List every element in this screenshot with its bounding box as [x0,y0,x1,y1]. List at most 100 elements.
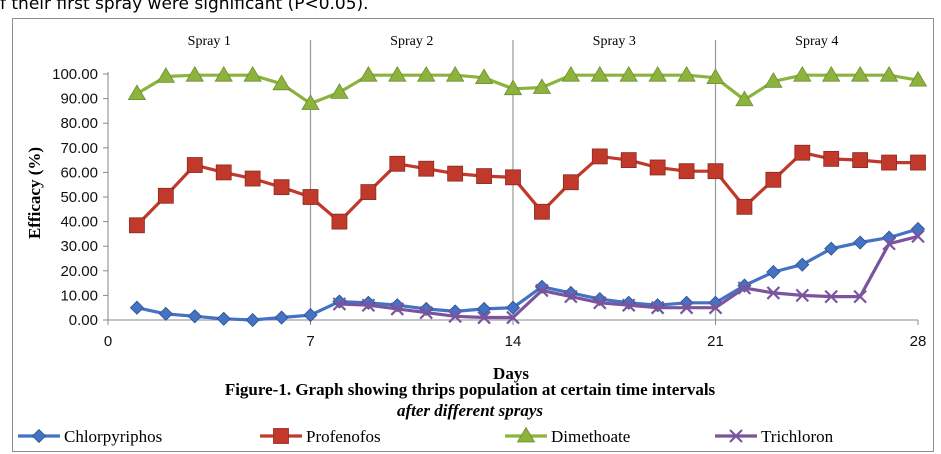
spray-label-4: Spray 4 [795,34,838,49]
x-tick-label-2: 14 [505,333,522,350]
chart-title: Figure-1. Graph showing thrips populatio… [225,380,716,399]
data-point-dimethoate-day-17 [590,65,609,82]
data-point-dimethoate-day-27 [879,65,899,82]
data-point-profenofos-day-15 [534,203,550,220]
data-point-profenofos-day-22 [736,198,753,215]
data-point-chlorpyriphos-day-13 [477,301,492,316]
data-point-profenofos-day-1 [129,217,145,234]
data-point-profenofos-day-7 [302,189,319,205]
legend-label-dimethoate: Dimethoate [551,427,630,446]
data-point-dimethoate-day-22 [735,90,754,107]
legend-marker-profenofos [273,428,289,444]
data-point-profenofos-day-14 [505,169,521,186]
data-point-profenofos-day-25 [823,150,840,167]
data-point-trichloron-day-28 [911,229,925,244]
data-point-trichloron-day-24 [795,288,810,303]
series-trichloron [332,229,925,325]
data-point-dimethoate-day-7 [301,94,320,110]
data-point-profenofos-day-17 [591,148,608,165]
data-point-chlorpyriphos-day-8 [332,294,347,309]
legend-marker-trichloron [729,429,743,443]
data-point-trichloron-day-9 [361,298,376,313]
data-point-chlorpyriphos-day-25 [824,241,839,256]
data-point-dimethoate-day-10 [388,65,407,82]
data-point-dimethoate-day-6 [272,74,291,91]
data-point-trichloron-day-25 [824,289,838,304]
series-profenofos [129,144,926,234]
spray-label-2: Spray 2 [390,34,433,49]
y-tick-label-8: 80.00 [60,115,98,132]
chart-legend: Chlorpyriphos Profenofos Dimethoate Trichlo… [18,426,834,446]
data-point-dimethoate-day-28 [908,70,928,87]
y-tick-label-4: 40.00 [60,214,98,231]
data-point-profenofos-day-27 [881,154,897,171]
data-point-profenofos-day-11 [418,160,435,177]
data-point-profenofos-day-28 [910,154,926,171]
data-point-trichloron-day-11 [419,305,433,320]
data-point-chlorpyriphos-day-14 [505,300,521,315]
data-point-chlorpyriphos-day-26 [853,235,868,250]
data-point-trichloron-day-22 [737,281,752,295]
series-line-profenofos [135,151,918,227]
data-point-dimethoate-day-24 [793,65,812,82]
legend-label-trichloron: Trichloron [761,427,834,446]
x-tick-label-1: 7 [306,333,314,350]
legend-item-trichloron: Trichloron [715,427,834,446]
data-point-trichloron-day-14 [506,310,520,325]
data-point-profenofos-day-26 [852,152,869,169]
data-point-chlorpyriphos-day-23 [766,264,781,280]
y-tick-label-10: 100.00 [52,66,98,83]
data-point-dimethoate-day-4 [214,65,233,82]
data-point-profenofos-day-9 [360,184,377,200]
y-tick-label-1: 10.00 [60,287,98,304]
data-point-profenofos-day-2 [157,187,174,204]
data-point-trichloron-day-8 [332,297,347,311]
x-axis-ticks: 0 7 14 21 28 [104,320,926,350]
data-point-trichloron-day-27 [882,236,896,251]
data-point-trichloron-day-15 [535,283,549,298]
legend-marker-dimethoate [516,426,536,443]
intro-text: f their first spray were significant (P<… [0,0,369,14]
data-point-profenofos-day-4 [215,164,232,181]
data-point-profenofos-day-10 [389,155,406,172]
chart-frame [12,18,934,452]
y-tick-label-9: 90.00 [60,91,98,108]
data-point-profenofos-day-19 [649,159,666,176]
data-point-dimethoate-day-2 [156,67,176,83]
legend-item-chlorpyriphos: Chlorpyriphos [18,427,162,446]
spray-label-3: Spray 3 [593,34,636,49]
legend-label-profenofos: Profenofos [306,427,381,446]
data-point-chlorpyriphos-day-6 [274,310,289,325]
data-point-profenofos-day-12 [447,165,464,182]
data-point-profenofos-day-3 [186,157,203,173]
data-point-dimethoate-day-5 [243,65,262,82]
data-point-dimethoate-day-23 [764,72,783,88]
data-point-dimethoate-day-13 [474,68,494,85]
data-point-chlorpyriphos-day-18 [621,295,636,310]
data-point-dimethoate-day-11 [417,65,436,82]
legend-item-profenofos: Profenofos [260,427,381,446]
legend-marker-chlorpyriphos [31,428,47,444]
x-axis-label: Days [493,364,529,383]
legend-label-chlorpyriphos: Chlorpyriphos [64,427,162,446]
data-point-chlorpyriphos-day-19 [650,298,665,313]
data-point-trichloron-day-17 [593,296,607,310]
y-tick-label-3: 30.00 [60,238,98,255]
y-tick-label-5: 50.00 [60,189,98,206]
y-tick-label-7: 70.00 [60,140,98,157]
data-point-dimethoate-day-20 [677,65,696,82]
y-tick-label-0: 0.00 [69,312,98,329]
data-point-trichloron-day-20 [679,300,694,315]
data-point-profenofos-day-8 [331,213,348,230]
data-point-dimethoate-day-26 [850,65,870,82]
series-dimethoate [127,65,928,110]
data-point-profenofos-day-13 [476,168,492,184]
x-tick-label-3: 21 [707,333,724,350]
data-point-trichloron-day-26 [853,289,867,304]
data-point-dimethoate-day-1 [127,84,147,101]
y-axis-ticks: 0.00 10.00 20.00 30.00 40.00 50.00 60.00 70.00 8… [52,66,108,329]
data-point-dimethoate-day-12 [445,65,465,82]
data-point-chlorpyriphos-day-1 [129,300,144,315]
data-point-trichloron-day-13 [477,310,491,325]
